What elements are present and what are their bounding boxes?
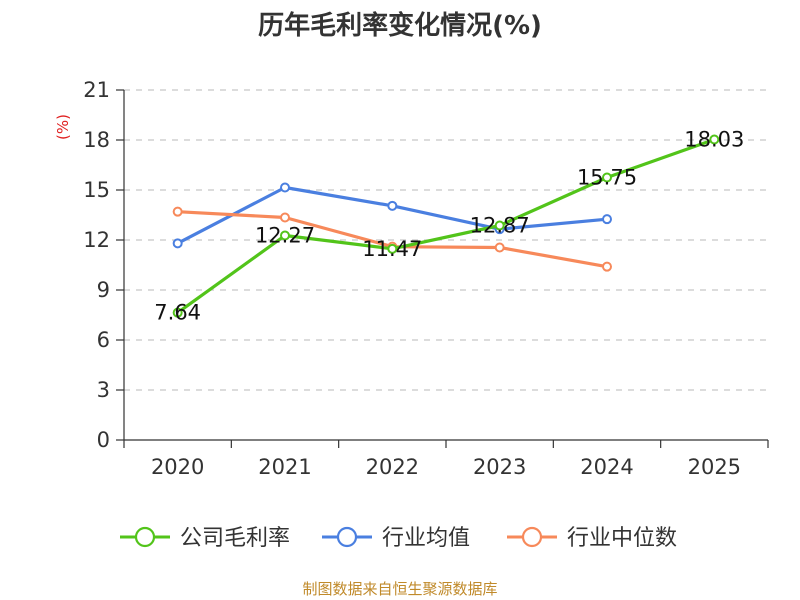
data-point <box>280 212 290 223</box>
data-label: 15.75 <box>577 166 637 190</box>
data-point <box>602 214 612 225</box>
axes: 0 3 6 9 12 15 18 21 2020 2021 2022 2023 2024 2025 <box>83 78 769 479</box>
series-lines <box>172 134 720 318</box>
legend-item: 公司毛利率 <box>120 526 290 551</box>
y-axis-unit: (%) <box>54 114 72 140</box>
data-point <box>494 220 505 231</box>
data-labels: 7.64 12.27 11.47 12.87 15.75 18.03 <box>154 128 744 325</box>
x-tick-label: 2021 <box>258 455 311 479</box>
x-tick-label: 2022 <box>366 455 419 479</box>
legend-item: 行业中位数 <box>507 526 677 551</box>
y-tick-label: 0 <box>97 428 110 452</box>
data-point <box>280 182 290 193</box>
grid-lines <box>124 89 768 391</box>
data-label: 18.03 <box>684 128 744 152</box>
data-label: 12.27 <box>255 224 315 248</box>
data-point <box>172 206 183 217</box>
data-label: 12.87 <box>470 214 530 238</box>
y-tick-label: 18 <box>83 128 110 152</box>
data-label: 7.64 <box>154 301 201 325</box>
x-tick-label: 2025 <box>688 455 741 479</box>
data-point <box>602 172 612 183</box>
data-source-note: 制图数据来自恒生聚源数据库 <box>302 580 497 598</box>
y-tick-label: 6 <box>97 328 110 352</box>
legend-item: 行业均值 <box>322 526 470 551</box>
data-point <box>387 200 398 211</box>
data-point <box>280 230 290 241</box>
legend-marker-icon <box>134 526 156 548</box>
data-point <box>494 242 505 253</box>
legend-label: 行业均值 <box>382 526 470 551</box>
y-tick-label: 12 <box>83 228 110 252</box>
series-1 <box>172 182 612 249</box>
x-tick-label: 2023 <box>473 455 526 479</box>
series-0 <box>172 134 720 318</box>
legend: 公司毛利率 行业均值 行业中位数 <box>120 526 677 551</box>
data-point <box>602 261 612 272</box>
y-tick-label: 3 <box>97 378 110 402</box>
x-tick-label: 2020 <box>151 455 204 479</box>
legend-label: 行业中位数 <box>567 526 677 551</box>
x-tick-label: 2024 <box>580 455 633 479</box>
legend-label: 公司毛利率 <box>180 526 290 551</box>
data-point <box>172 307 183 318</box>
data-point <box>387 243 398 254</box>
data-label: 11.47 <box>362 237 422 261</box>
data-point <box>709 134 720 145</box>
legend-marker-icon <box>336 526 358 548</box>
y-tick-label: 9 <box>97 278 110 302</box>
chart-title: 历年毛利率变化情况(%) <box>258 10 542 41</box>
y-tick-label: 15 <box>83 178 110 202</box>
legend-marker-icon <box>521 526 543 548</box>
data-point <box>172 238 183 249</box>
series-line <box>176 137 715 314</box>
y-tick-label: 21 <box>83 78 110 102</box>
